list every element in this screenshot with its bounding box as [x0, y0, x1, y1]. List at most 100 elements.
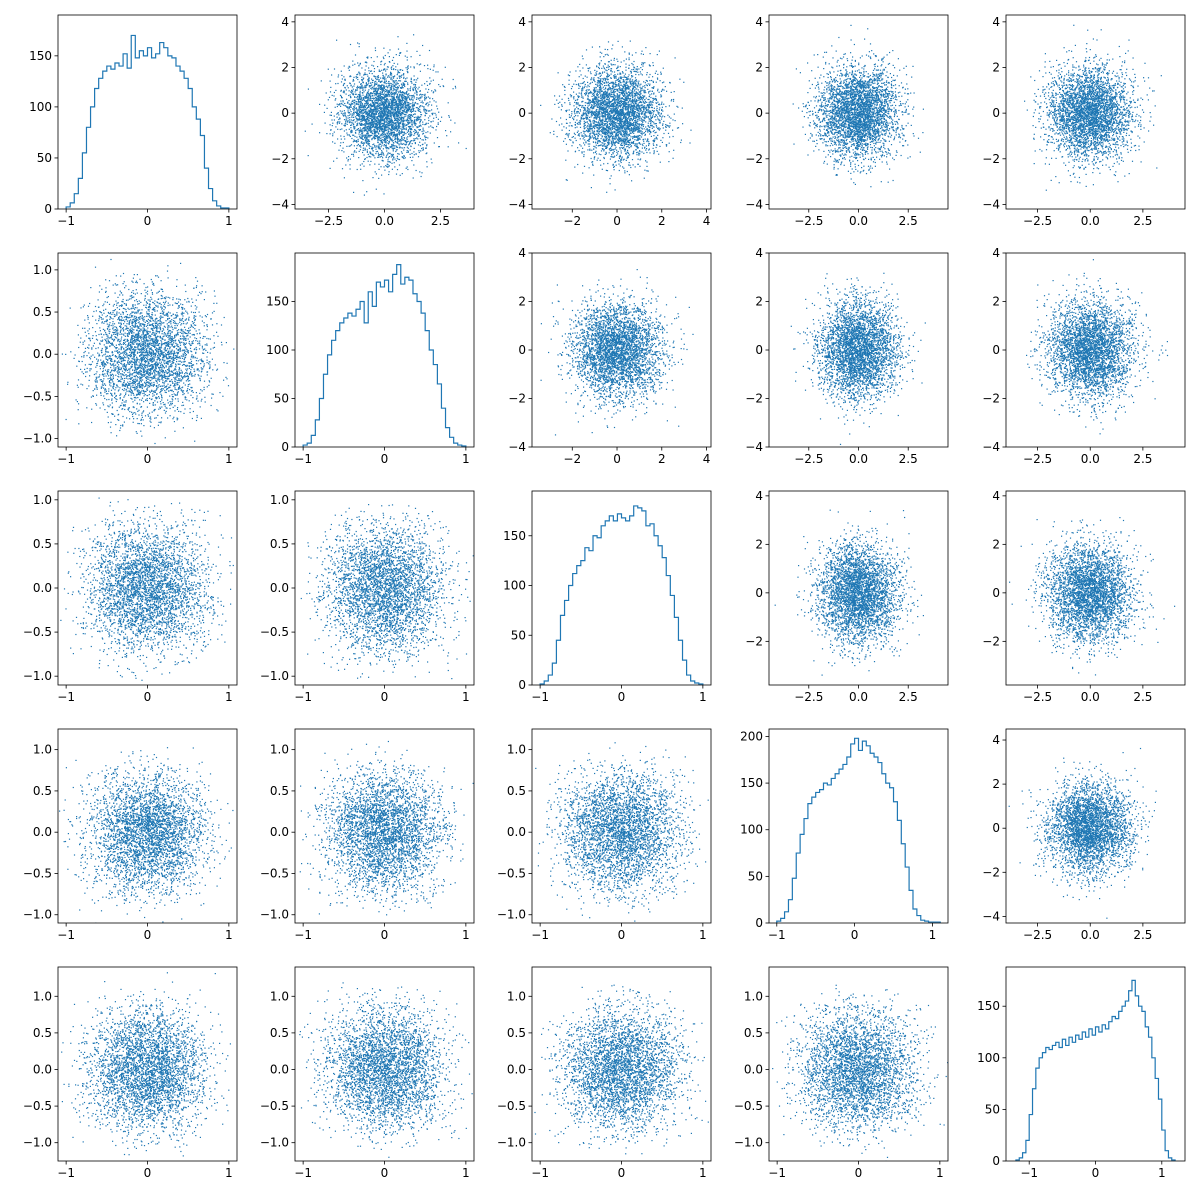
scatter-point — [404, 81, 405, 82]
scatter-point — [385, 113, 386, 114]
scatter-point — [578, 131, 579, 132]
scatter-point — [435, 90, 436, 91]
scatter-point — [420, 105, 421, 106]
scatter-point — [585, 76, 586, 77]
scatter-point — [353, 94, 354, 95]
scatter-point — [421, 172, 422, 173]
scatter-point — [610, 156, 611, 157]
scatter-point — [386, 122, 387, 123]
scatter-point — [415, 82, 416, 83]
scatter-point — [385, 137, 386, 138]
scatter-point — [405, 78, 406, 79]
scatter-point — [416, 97, 417, 98]
scatter-point — [371, 124, 372, 125]
scatter-point — [412, 88, 413, 89]
y-tick-label: 50 — [37, 151, 52, 165]
scatter-point — [344, 119, 345, 120]
scatter-point — [392, 100, 393, 101]
scatter-point — [411, 81, 412, 82]
scatter-point — [387, 111, 388, 112]
scatter-point — [589, 119, 590, 120]
scatter-point — [414, 75, 415, 76]
scatter-point — [416, 107, 417, 108]
scatter-point — [387, 161, 388, 162]
scatter-point — [420, 138, 421, 139]
scatter-point — [383, 114, 384, 115]
scatter-point — [571, 88, 572, 89]
scatter-point — [375, 88, 376, 89]
scatter-point — [374, 104, 375, 105]
scatter-point — [388, 128, 389, 129]
scatter-point — [392, 93, 393, 94]
scatter-point — [364, 116, 365, 117]
scatter-point — [343, 142, 344, 143]
scatter-point — [594, 158, 595, 159]
scatter-point — [349, 104, 350, 105]
scatter-point — [381, 134, 382, 135]
scatter-point — [387, 92, 388, 93]
scatter-point — [414, 117, 415, 118]
scatter-point — [344, 130, 345, 131]
scatter-point — [420, 119, 421, 120]
scatter-point — [398, 49, 399, 50]
scatter-point — [391, 163, 392, 164]
scatter-point — [626, 91, 627, 92]
scatter-point — [387, 140, 388, 141]
scatter-point — [588, 123, 589, 124]
scatter-point — [404, 86, 405, 87]
scatter-point — [411, 83, 412, 84]
scatter-point — [367, 152, 368, 153]
scatter-point — [618, 41, 619, 42]
scatter-point — [362, 163, 363, 164]
scatter-point — [623, 60, 624, 61]
scatter-point — [379, 107, 380, 108]
scatter-point — [383, 87, 384, 88]
scatter-point — [353, 112, 354, 113]
scatter-point — [406, 124, 407, 125]
scatter-point — [601, 75, 602, 76]
scatter-point — [368, 91, 369, 92]
scatter-point — [372, 127, 373, 128]
scatter-point — [608, 69, 609, 70]
scatter-point — [371, 113, 372, 114]
scatter-point — [424, 100, 425, 101]
scatter-point — [413, 89, 414, 90]
scatter-point — [651, 80, 652, 81]
scatter-point — [377, 157, 378, 158]
scatter-point — [634, 104, 635, 105]
scatter-point — [629, 81, 630, 82]
scatter-point — [389, 103, 390, 104]
scatter-point — [415, 117, 416, 118]
scatter-point — [622, 95, 623, 96]
scatter-point — [579, 76, 580, 77]
scatter-point — [343, 84, 344, 85]
scatter-point — [419, 136, 420, 137]
scatter-point — [590, 121, 591, 122]
scatter-point — [389, 96, 390, 97]
scatter-point — [407, 102, 408, 103]
scatter-point — [382, 87, 383, 88]
scatter-point — [367, 99, 368, 100]
scatter-point — [371, 109, 372, 110]
scatter-point — [366, 137, 367, 138]
scatter-point — [393, 109, 394, 110]
scatter-point — [368, 80, 369, 81]
scatter-point — [388, 75, 389, 76]
scatter-point — [367, 135, 368, 136]
scatter-point — [380, 138, 381, 139]
scatter-point — [378, 146, 379, 147]
scatter-point — [334, 68, 335, 69]
scatter-point — [657, 110, 658, 111]
scatter-point — [409, 136, 410, 137]
scatter-point — [637, 72, 638, 73]
scatter-point — [353, 124, 354, 125]
scatter-point — [365, 87, 366, 88]
scatter-point — [364, 130, 365, 131]
scatter-point — [587, 95, 588, 96]
scatter-point — [593, 152, 594, 153]
scatter-point — [351, 130, 352, 131]
scatter-point — [357, 99, 358, 100]
scatter-point — [393, 145, 394, 146]
scatter-point — [594, 81, 595, 82]
scatter-point — [397, 105, 398, 106]
